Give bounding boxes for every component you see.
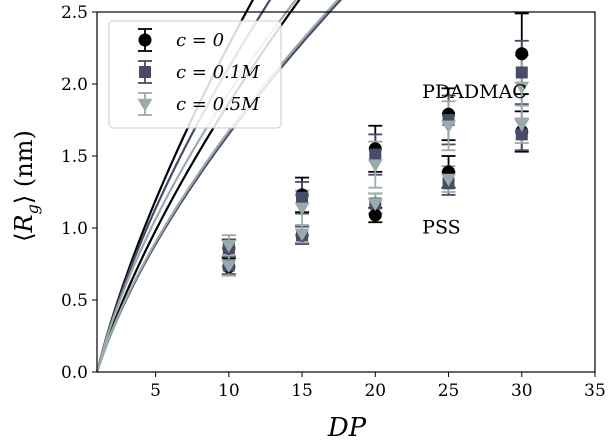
fit-curves (95, 0, 343, 373)
legend-marker (139, 66, 151, 78)
legend-marker (138, 33, 152, 47)
legend: c = 0 c = 0.1M c = 0.5M (108, 20, 282, 129)
axis-ticks: 5 10 15 20 25 30 35 0.0 0.5 1.0 1.5 2.0 2.5 (61, 3, 606, 401)
fit-line-pdadmac (95, 0, 272, 373)
y-tick-label: 0.0 (61, 363, 88, 383)
annotation-pdadmac: PDADMAC (422, 81, 527, 103)
x-tick-label: 20 (364, 381, 386, 401)
data-point-pss (515, 128, 528, 141)
data-point-pdadmac (296, 191, 309, 204)
x-axis-label: DP (327, 413, 367, 443)
annotation-pss: PSS (422, 217, 460, 239)
fit-line-pss (95, 0, 340, 373)
data-point-pss (221, 260, 237, 273)
legend-label: c = 0.1M (176, 62, 260, 83)
data-point-pdadmac (441, 120, 457, 134)
data-point-pdadmac (294, 202, 310, 216)
x-tick-label: 10 (218, 381, 240, 401)
y-tick-label: 1.0 (61, 219, 88, 239)
data-point-pss (367, 198, 383, 212)
y-axis-label: ⟨Rg⟩ (nm) (10, 130, 42, 242)
y-tick-label: 0.5 (61, 291, 88, 311)
data-point-pdadmac (514, 81, 530, 95)
data-point-pdadmac (515, 66, 528, 79)
legend-label: c = 0.5M (176, 94, 260, 115)
data-point-pss (368, 208, 382, 222)
y-tick-label: 1.5 (61, 147, 88, 167)
legend-label: c = 0 (176, 30, 224, 51)
y-tick-label: 2.5 (61, 3, 88, 23)
x-tick-label: 15 (291, 381, 313, 401)
fit-line-pdadmac (95, 0, 297, 373)
x-tick-label: 25 (438, 381, 460, 401)
legend-box (108, 20, 282, 129)
data-point-pdadmac (367, 159, 383, 173)
fit-line-pss (95, 0, 343, 373)
y-tick-label: 2.0 (61, 75, 88, 95)
data-point-pss (514, 119, 530, 132)
data-point-pss (294, 228, 310, 242)
legend-marker (137, 98, 153, 112)
plot-frame (96, 11, 596, 373)
data-markers (221, 47, 530, 274)
data-point-pss (441, 173, 457, 187)
data-point-pdadmac (369, 148, 382, 161)
fit-line-pss (95, 0, 301, 373)
data-point-pdadmac (515, 47, 529, 61)
x-tick-label: 35 (584, 381, 606, 401)
x-tick-label: 30 (511, 381, 533, 401)
data-point-pdadmac (221, 240, 237, 253)
fit-line-pdadmac (95, 0, 255, 373)
x-tick-label: 5 (150, 381, 161, 401)
